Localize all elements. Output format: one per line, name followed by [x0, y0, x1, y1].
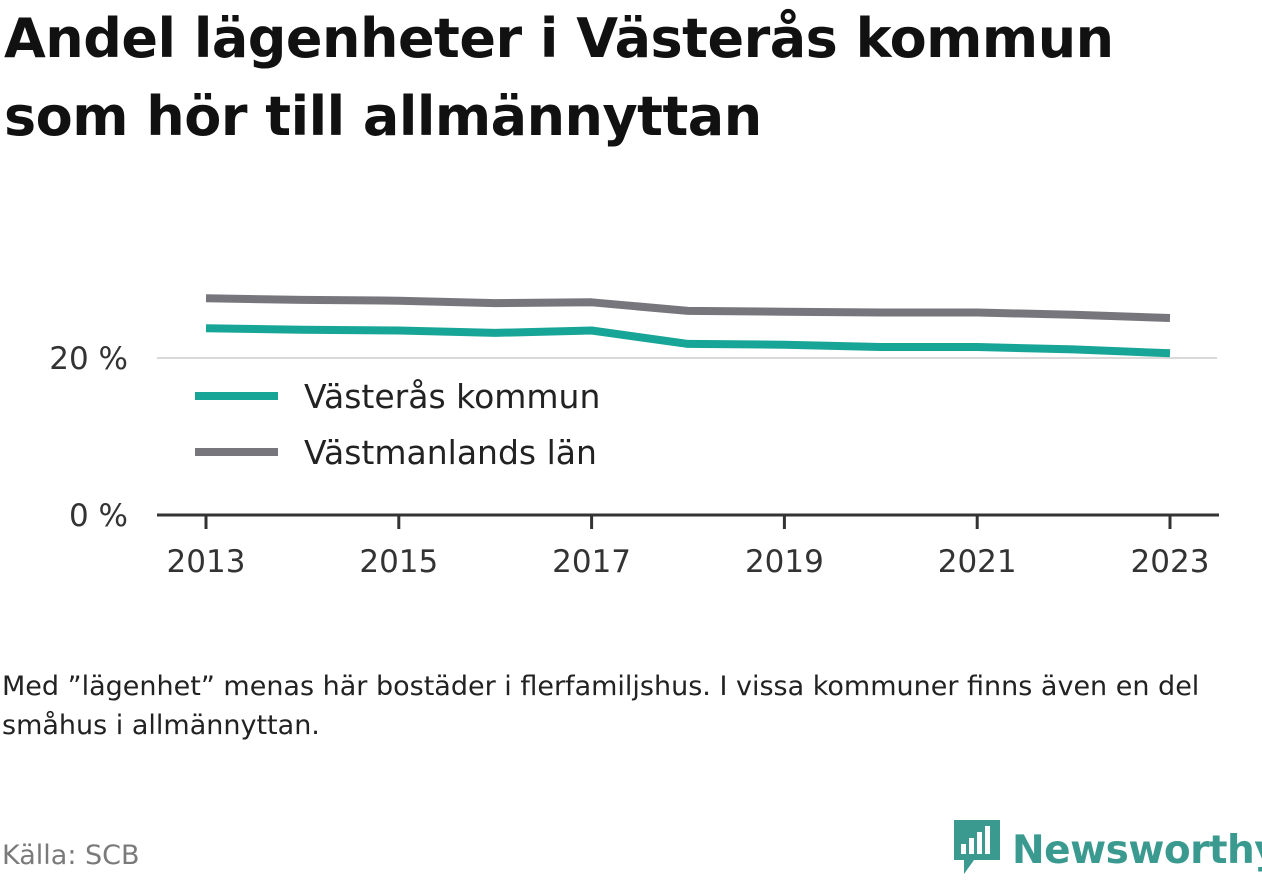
newsworthy-logo-icon — [952, 818, 1002, 882]
x-tick-label: 2017 — [552, 544, 631, 580]
x-tick-label: 2013 — [167, 544, 246, 580]
footnote: Med ”lägenhet” menas här bostäder i fler… — [2, 671, 1200, 741]
brand-name: Newsworthy — [1012, 827, 1262, 873]
y-tick-label: 0 % — [69, 498, 128, 534]
line-chart: 0 % 20 % 2013 2015 2017 2019 2021 2023 Västerå… — [49, 294, 1219, 580]
y-tick-label: 20 % — [49, 341, 128, 377]
x-tick-label: 2015 — [359, 544, 438, 580]
source-label: Källa: SCB — [2, 840, 140, 871]
x-ticks: 2013 2015 2017 2019 2021 2023 — [167, 515, 1210, 580]
x-tick-label: 2021 — [938, 544, 1017, 580]
x-tick-label: 2023 — [1131, 544, 1210, 580]
series-line — [205, 324, 1171, 358]
x-tick-label: 2019 — [745, 544, 824, 580]
legend-label: Västerås kommun — [304, 377, 600, 416]
series-line — [205, 294, 1171, 322]
brand-logo[interactable]: Newsworthy — [952, 818, 1262, 882]
y-tick-labels: 0 % 20 % — [49, 341, 128, 534]
chart-title: Andel lägenheter i Västerås kommun som h… — [4, 7, 1114, 148]
series-lines — [205, 294, 1171, 358]
legend-label: Västmanlands län — [304, 433, 597, 472]
legend: Västerås kommun Västmanlands län — [195, 377, 600, 472]
